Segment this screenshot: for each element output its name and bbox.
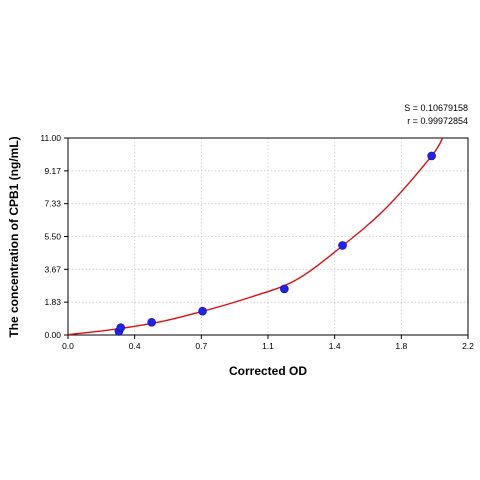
y-tick-label: 0.00 [44, 330, 61, 340]
curve-layer [67, 137, 444, 336]
fitted-curve-line [67, 137, 444, 336]
x-tick-label: 1.8 [395, 341, 407, 351]
x-tick-label: 1.4 [329, 341, 341, 351]
data-point [116, 323, 126, 332]
stat-s-value: S = 0.10679158 [404, 103, 468, 113]
y-axis-title: The concentration of CPB1 (ng/mL) [7, 136, 21, 337]
data-point [338, 241, 347, 250]
y-tick-label: 3.67 [44, 264, 61, 274]
y-tick-label: 1.83 [44, 297, 61, 307]
data-point [427, 151, 436, 161]
grid-layer [68, 138, 468, 335]
x-axis-title: Corrected OD [229, 364, 307, 378]
x-tick-label: 1.1 [262, 341, 274, 351]
x-tick-label: 0.7 [195, 341, 207, 351]
x-tick-label: 2.2 [462, 341, 474, 351]
data-point [147, 317, 156, 327]
x-tick-label: 0.0 [62, 341, 74, 351]
x-tick-label: 0.4 [129, 341, 141, 351]
y-tick-label: 9.17 [44, 166, 61, 176]
data-point [280, 284, 289, 294]
y-tick-label: 11.00 [40, 133, 61, 143]
point-layer [114, 151, 436, 336]
stat-r-value: r = 0.99972854 [407, 116, 468, 126]
y-tick-label: 5.50 [44, 232, 61, 242]
data-point [198, 306, 207, 316]
tick-layer: 0.0 0.4 0.7 1.1 1.4 1.8 2.2 0.00 1.83 3.67 5.50 7.3… [40, 133, 474, 351]
y-tick-label: 7.33 [44, 199, 61, 209]
